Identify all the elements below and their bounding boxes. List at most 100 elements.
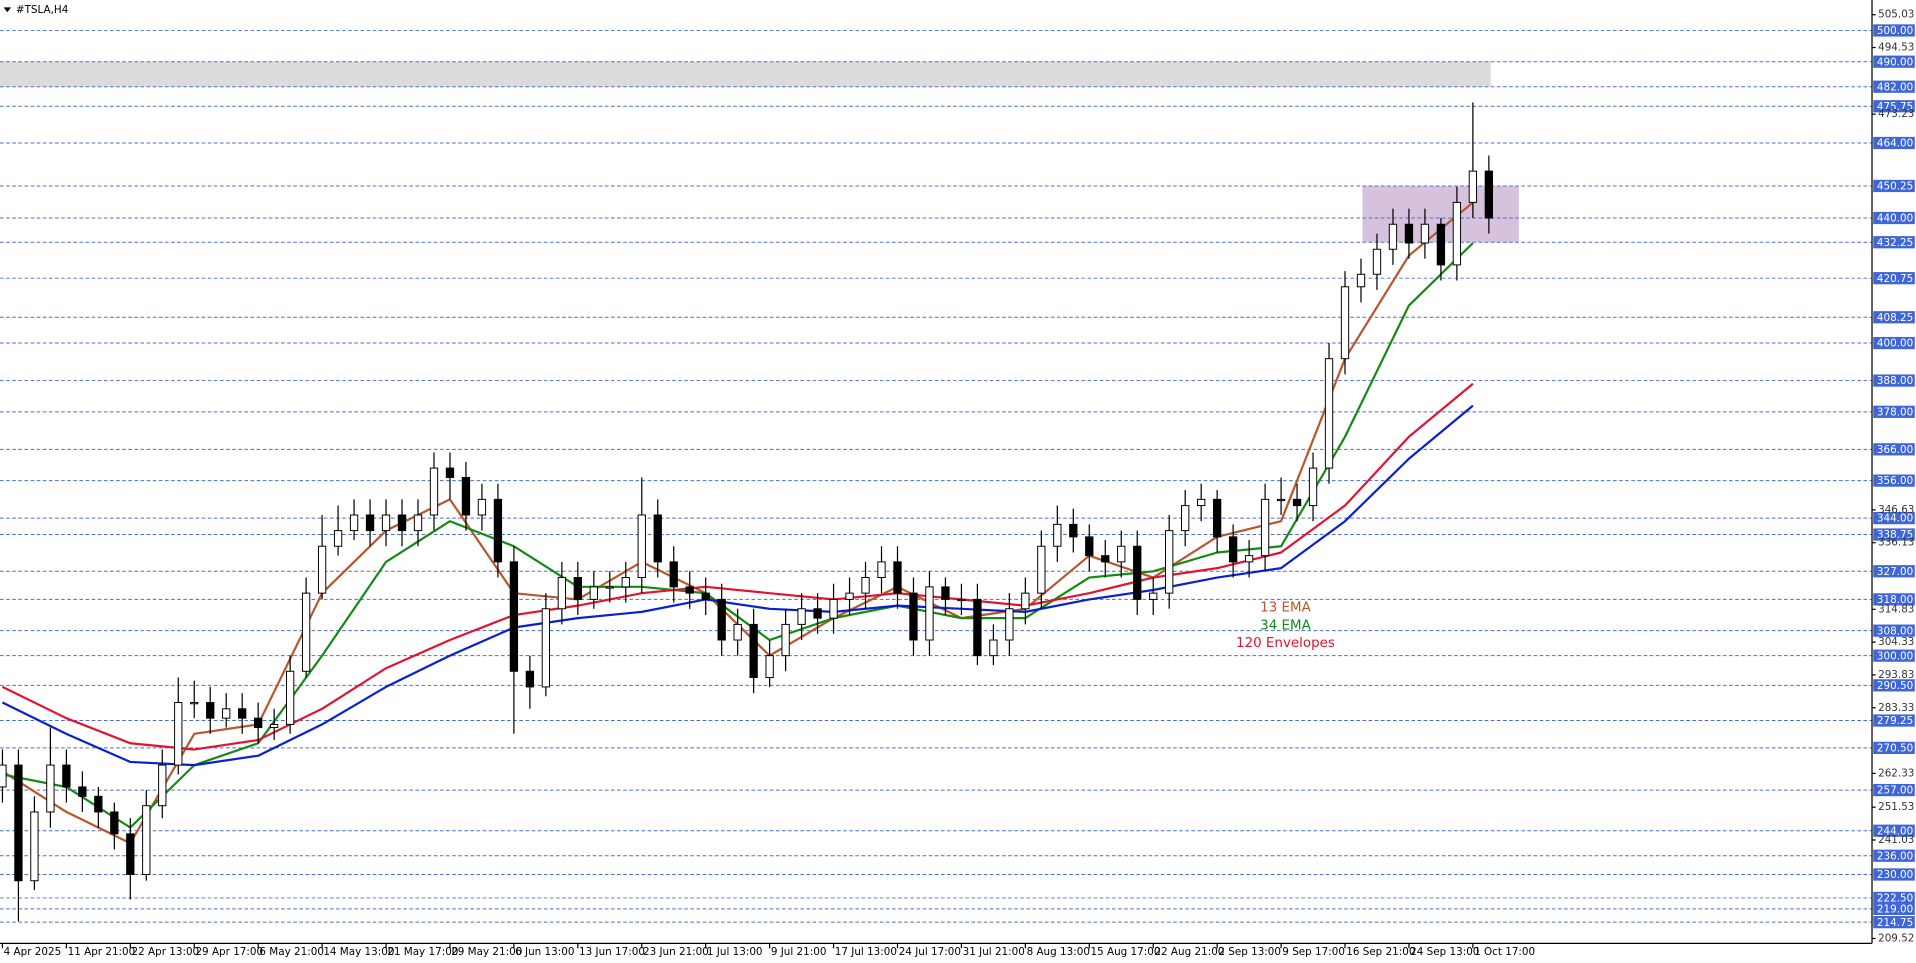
candle-body xyxy=(206,702,215,719)
candle-body xyxy=(269,723,279,729)
candle-body xyxy=(397,514,407,532)
x-tick-label: 1 Oct 17:00 xyxy=(1474,946,1535,958)
candle-body xyxy=(717,598,726,641)
candle-body xyxy=(190,702,199,705)
level-label-box xyxy=(1873,374,1915,387)
level-label: 230.00 xyxy=(1877,869,1913,881)
candles xyxy=(0,102,1494,922)
level-label-box xyxy=(1873,100,1915,113)
x-tick-label: 21 May 17:00 xyxy=(387,946,458,958)
candle-body xyxy=(893,561,902,594)
y-tick-label: 314.83 xyxy=(1878,603,1914,615)
indicator-line xyxy=(1,404,1474,767)
candle-body xyxy=(1212,498,1222,538)
candle-body xyxy=(1276,498,1286,502)
candle-body xyxy=(142,805,151,875)
candle-body xyxy=(238,708,247,719)
candle-body xyxy=(1069,523,1078,538)
candle-body xyxy=(78,786,87,797)
candle-body xyxy=(46,764,55,813)
level-label: 300.00 xyxy=(1877,650,1913,662)
level-label-box xyxy=(1873,714,1915,727)
level-label-box xyxy=(1873,236,1915,249)
level-label-box xyxy=(1873,741,1915,754)
level-label: 219.00 xyxy=(1877,903,1913,915)
y-tick-label: 209.52 xyxy=(1878,933,1914,945)
candle-body xyxy=(765,655,774,679)
candle-body xyxy=(701,592,710,600)
x-tick-label: 9 Sep 17:00 xyxy=(1282,946,1345,958)
level-label: 327.00 xyxy=(1877,566,1913,578)
level-label-box xyxy=(1873,528,1915,541)
y-tick-label: 505.03 xyxy=(1878,9,1914,21)
menu-arrow[interactable] xyxy=(3,7,11,13)
level-label: 236.00 xyxy=(1877,850,1913,862)
candle-body xyxy=(1340,286,1350,360)
level-label: 344.00 xyxy=(1877,513,1913,525)
candle-body xyxy=(1388,223,1398,250)
level-label: 257.00 xyxy=(1877,785,1913,797)
level-label-box xyxy=(1873,336,1915,350)
candle-body xyxy=(1452,201,1462,266)
candle-body xyxy=(222,708,231,719)
level-label-box xyxy=(1873,136,1915,150)
level-label: 482.00 xyxy=(1877,81,1913,93)
level-label: 308.00 xyxy=(1877,625,1913,637)
x-tick-label: 16 Sep 21:00 xyxy=(1346,946,1415,958)
x-tick-label: 23 Jun 21:00 xyxy=(643,946,709,958)
indicator-label: 120 Envelopes xyxy=(1236,636,1335,651)
level-label-box xyxy=(1873,593,1915,606)
y-tick-label: 494.53 xyxy=(1878,42,1914,54)
x-tick-label: 31 Jul 21:00 xyxy=(963,946,1025,958)
candle-body xyxy=(509,561,519,672)
candle-body xyxy=(477,498,487,516)
level-label-box xyxy=(1873,916,1915,929)
candle-body xyxy=(254,717,263,729)
candle-body xyxy=(1372,248,1382,275)
x-tick-label: 17 Jul 13:00 xyxy=(835,946,897,958)
candle-body xyxy=(653,514,662,563)
level-label: 244.00 xyxy=(1877,825,1913,837)
y-tick-label: 283.33 xyxy=(1878,702,1914,714)
indicator-line xyxy=(1,382,1474,751)
candle-body xyxy=(669,561,678,588)
y-tick-label: 241.03 xyxy=(1878,834,1914,846)
level-label-box xyxy=(1873,624,1915,637)
level-label: 420.75 xyxy=(1877,273,1913,285)
candle-body xyxy=(1420,223,1430,244)
candle-body xyxy=(941,586,950,600)
level-label: 388.00 xyxy=(1877,375,1913,387)
candle-body xyxy=(797,608,806,625)
x-tick-label: 11 Apr 21:00 xyxy=(68,946,136,958)
level-label: 222.50 xyxy=(1877,893,1913,905)
x-tick-label: 9 Jul 21:00 xyxy=(771,946,827,958)
level-label: 490.00 xyxy=(1877,56,1913,68)
level-label: 279.25 xyxy=(1877,715,1913,727)
candle-body xyxy=(174,702,183,766)
candle-body xyxy=(62,764,71,788)
candle-body xyxy=(1165,530,1174,594)
y-tick-label: 346.63 xyxy=(1878,504,1914,516)
level-label-box xyxy=(1873,443,1915,456)
level-label-box xyxy=(1873,272,1915,285)
candle-body xyxy=(573,577,582,600)
x-tick-label: 22 Apr 13:00 xyxy=(132,946,200,958)
x-tick-label: 24 Jul 17:00 xyxy=(899,946,961,958)
candle-body xyxy=(1117,545,1126,563)
level-label: 378.00 xyxy=(1877,406,1913,418)
level-label-box xyxy=(1873,868,1915,881)
y-tick-label: 262.33 xyxy=(1878,767,1914,779)
candle-body xyxy=(14,764,23,882)
candle-body xyxy=(1037,545,1046,594)
level-label-box xyxy=(1873,55,1915,68)
candle-body xyxy=(493,498,503,563)
level-label: 400.00 xyxy=(1877,338,1913,350)
chart-title: #TSLA,H4 xyxy=(16,4,69,16)
candle-body xyxy=(158,764,167,807)
annotations: 13 EMA 34 EMA 120 Envelopes xyxy=(1236,600,1335,650)
candle-body xyxy=(0,764,7,788)
level-label-box xyxy=(1873,824,1915,837)
candle-body xyxy=(957,598,966,602)
